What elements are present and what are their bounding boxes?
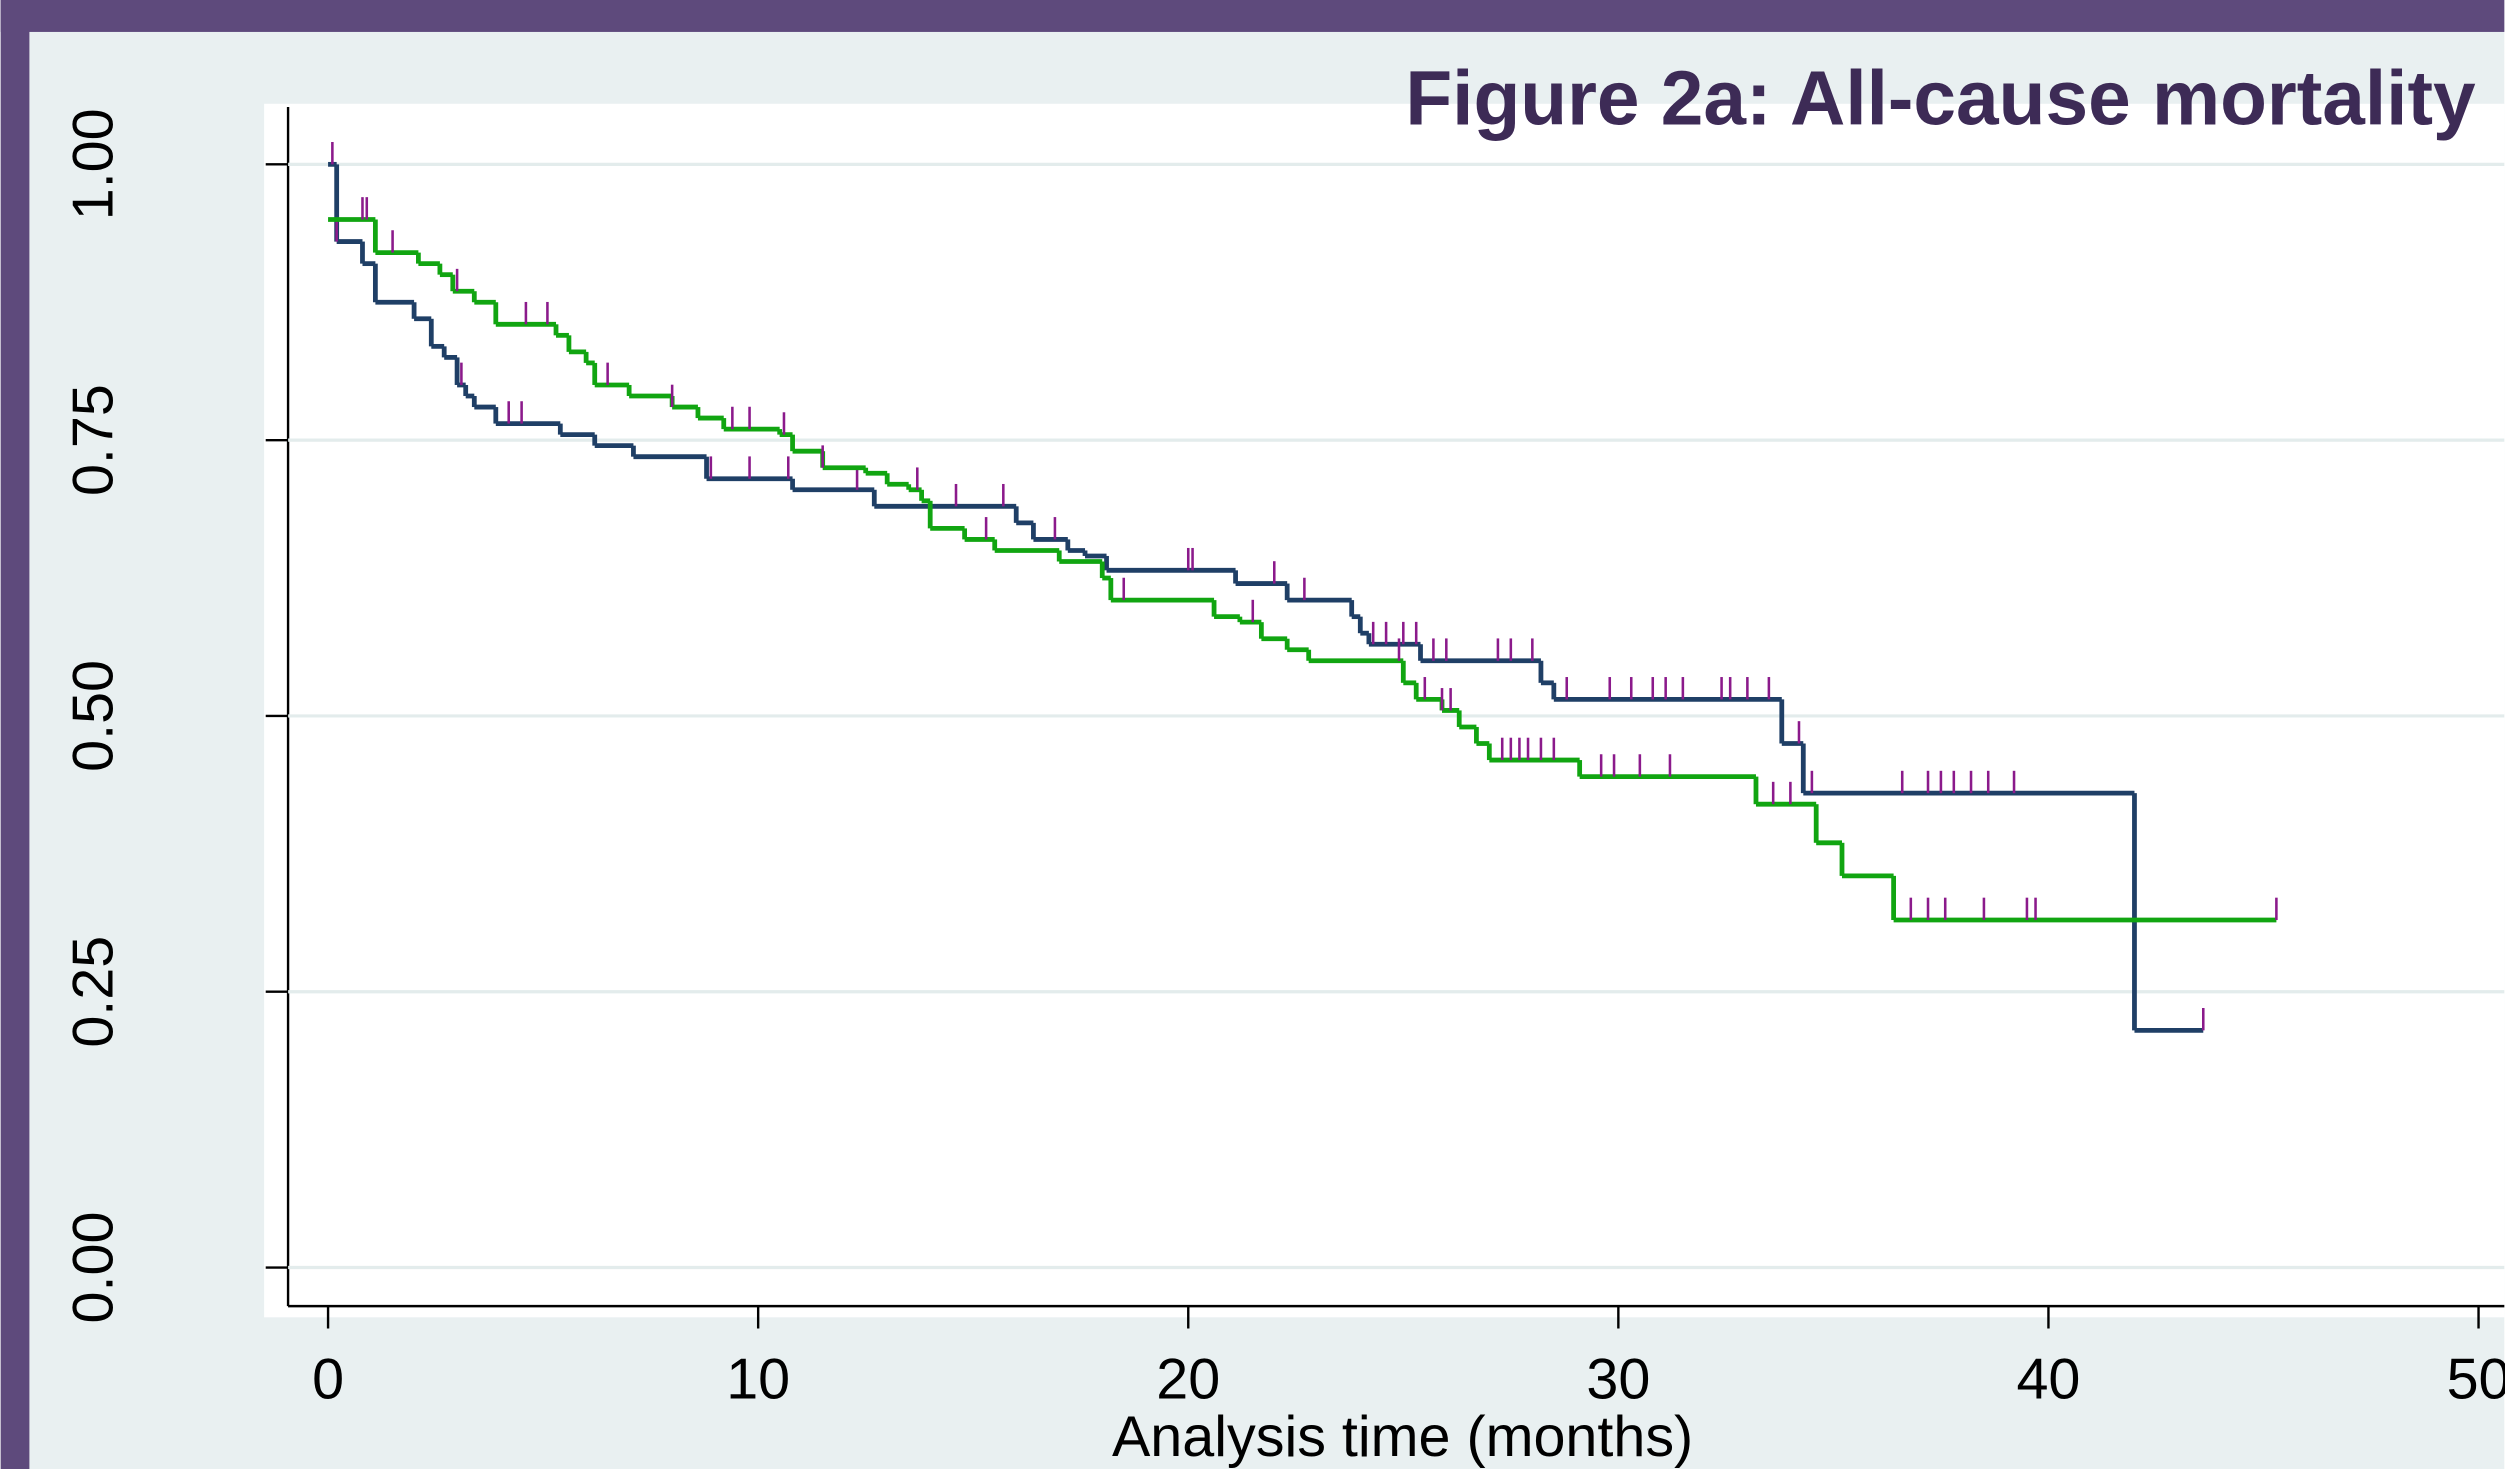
x-tick-label: 0 (312, 1348, 344, 1412)
frame-top (0, 0, 2505, 32)
x-tick-label: 30 (1586, 1348, 1650, 1412)
x-tick-label: 10 (726, 1348, 790, 1412)
x-axis-label: Analysis time (months) (1112, 1405, 1693, 1469)
y-tick-label: 1.00 (61, 108, 125, 220)
frame-left (0, 0, 30, 1469)
x-tick-label: 50 (2447, 1348, 2505, 1412)
plot-area (264, 103, 2505, 1318)
chart-title: Figure 2a: All-cause mortality (1405, 57, 2476, 142)
y-tick-label: 0.00 (61, 1212, 125, 1324)
y-tick-label: 0.50 (61, 660, 125, 772)
x-tick-label: 20 (1156, 1348, 1220, 1412)
y-tick-label: 0.25 (61, 936, 125, 1048)
x-tick-label: 40 (2016, 1348, 2080, 1412)
y-tick-label: 0.75 (61, 384, 125, 496)
